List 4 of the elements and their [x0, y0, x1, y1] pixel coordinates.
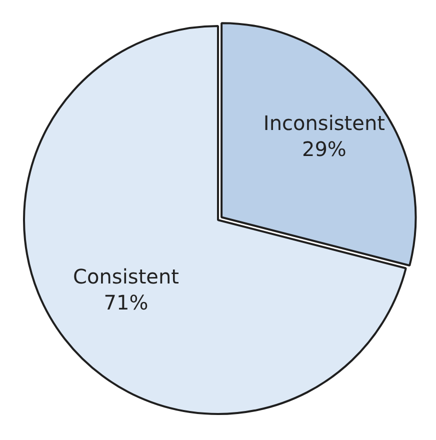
- data-label: 29%: [302, 136, 346, 161]
- slice-label: Consistent: [73, 264, 180, 289]
- slice-label: Inconsistent: [263, 110, 386, 135]
- data-label: 71%: [104, 290, 148, 315]
